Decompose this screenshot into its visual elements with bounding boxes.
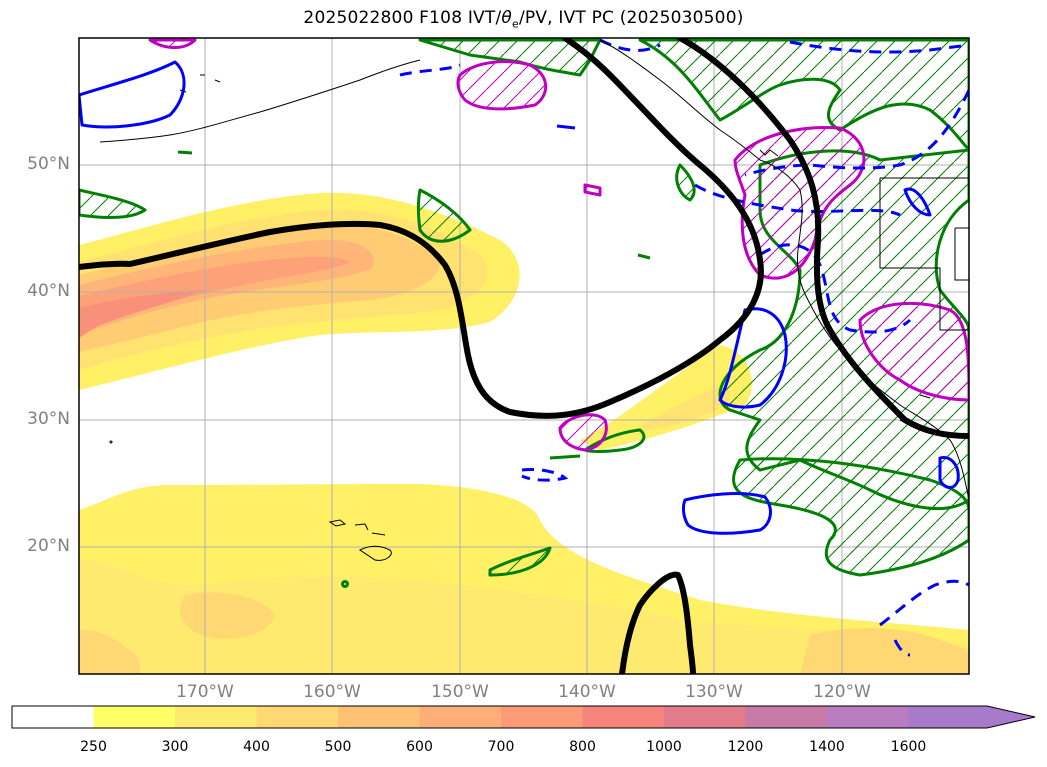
lon-label-160w: 160°W — [303, 682, 361, 702]
colorbar-segment — [582, 706, 665, 728]
lat-label-40n: 40°N — [27, 281, 70, 301]
colorbar-tick-label: 1200 — [727, 739, 764, 755]
theta-e-negative-contours — [79, 60, 960, 535]
coastlines — [99, 39, 969, 561]
colorbar-segment — [338, 706, 420, 728]
colorbar-segment — [745, 706, 828, 728]
map-border — [78, 37, 970, 675]
colorbar-segments — [12, 706, 1035, 728]
theta-e-positive-smalls — [177, 150, 692, 650]
colorbar-segment — [93, 706, 176, 728]
lat-label-20n: 20°N — [27, 536, 70, 556]
lon-label-130w: 130°W — [685, 682, 743, 702]
colorbar-tick-label: 1400 — [809, 739, 845, 755]
lon-label-170w: 170°W — [176, 682, 234, 702]
colorbar-tick-label: 600 — [406, 739, 433, 755]
lon-label-120w: 120°W — [813, 682, 871, 702]
ivt-400-shading-south-2 — [79, 629, 140, 674]
colorbar-tick-label: 800 — [569, 739, 596, 755]
colorbar-tick-label: 400 — [243, 739, 270, 755]
colorbar-segment-below — [12, 706, 94, 728]
lon-label-150w: 150°W — [431, 682, 489, 702]
lat-label-50n: 50°N — [27, 154, 70, 174]
colorbar-segment — [827, 706, 909, 728]
colorbar-segment — [256, 706, 339, 728]
colorbar-segment — [175, 706, 257, 728]
colorbar-tick-label: 1600 — [890, 739, 927, 755]
pv-anomaly-contours — [148, 38, 969, 452]
colorbar-segment — [664, 706, 746, 728]
colorbar-segment — [419, 706, 502, 728]
ivt-400-shading-south — [180, 592, 275, 639]
colorbar-segment — [908, 706, 1035, 728]
colorbar-tick-label: 500 — [324, 739, 352, 755]
lon-label-140w: 140°W — [558, 682, 616, 702]
ivt-600-shading-west — [79, 256, 350, 328]
theta-e-negative-dashed — [399, 38, 969, 657]
ivt-300-shading-south — [79, 560, 969, 674]
map-title: 2025022800 F108 IVT/θe/PV, IVT PC (20250… — [303, 8, 744, 31]
pv-2pvu-contour — [79, 38, 969, 674]
ivt-700-shading-west — [79, 290, 205, 338]
colorbar-segment — [501, 706, 583, 728]
colorbar-tick-label: 1000 — [646, 739, 682, 755]
colorbar-outline — [11, 705, 1036, 729]
colorbar-tick-label: 250 — [80, 739, 107, 755]
colorbar-tick-label: 700 — [487, 739, 515, 755]
lat-label-30n: 30°N — [27, 409, 70, 429]
ivt-250-shading-central — [580, 345, 752, 450]
colorbar-tick-label: 300 — [161, 739, 189, 755]
